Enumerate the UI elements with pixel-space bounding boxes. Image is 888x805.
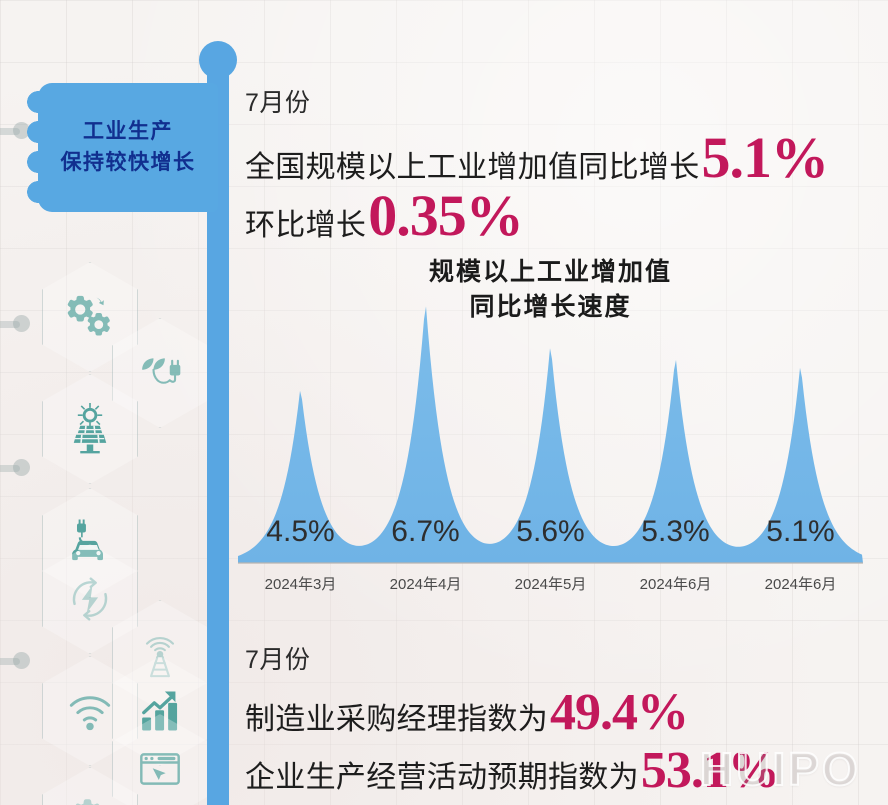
chart-spike-series [238,306,863,564]
top-stat-2-text: 环比增长 [245,209,367,242]
timeline-vertical-bar [207,62,229,805]
bottom-stat-line-1: 制造业采购经理指数为 49.4% [245,684,689,741]
top-stat-1-text: 全国规模以上工业增加值同比增长 [245,151,700,184]
bottom-stat-1-value: 49.4% [550,684,689,741]
ev-charging-icon [72,519,103,561]
banner-line-1: 工业生产 [83,120,173,144]
spike-area [238,306,863,563]
section-banner: 工业生产 保持较快增长 [27,83,218,212]
chart-value-label: 5.3% [641,515,710,548]
wifi-icon [69,696,111,731]
pin-tail [0,128,20,135]
hex-cell-leaf-plug [112,318,208,428]
chart-value-label: 6.7% [391,515,460,548]
hex-cell-gear-small [42,767,138,805]
pin-tail [0,658,20,665]
banner-line-2: 保持较快增长 [60,150,196,174]
hex-cell-gears [42,262,138,372]
chart-title: 规模以上工业增加值 同比增长速度 [238,255,863,324]
chart-value-label: 5.1% [766,515,835,548]
timeline-pin-marker [0,652,30,669]
hex-cell-energy-recycle [42,544,138,654]
top-stat-line-2: 环比增长 0.35% [245,183,524,248]
pin-tail [0,465,20,472]
top-stat-1-value: 5.1% [701,125,829,190]
hex-cell-growth-chart [112,656,208,766]
pin-tail [0,321,20,328]
hex-cell-browser-window [112,714,208,805]
timeline-pin-marker [0,315,30,332]
hex-cell-solar-panel [42,374,138,484]
bottom-stat-2-text: 企业生产经营活动预期指数为 [245,761,639,794]
pin-dot [13,652,30,669]
gear-small-icon [73,799,102,805]
chart-x-axis-label: 2024年6月 [639,576,712,593]
bottom-stat-line-2: 企业生产经营活动预期指数为 53.1% [245,742,780,799]
leaf-plug-icon [142,358,181,384]
pin-dot [13,315,30,332]
pin-dot [13,459,30,476]
hexagon-icon-field [22,262,212,805]
antenna-tower-icon [145,637,175,678]
energy-recycle-icon [72,577,108,621]
chart-x-axis-label: 2024年4月 [389,576,462,593]
top-stat-line-1: 全国规模以上工业增加值同比增长 5.1% [245,125,829,190]
bottom-stat-1-text: 制造业采购经理指数为 [245,703,548,736]
chart-x-axis-label: 2024年5月 [514,576,587,593]
top-kicker: 7月份 [245,89,311,117]
chart-x-axis-label: 2024年3月 [264,576,337,593]
chart-plot-area [238,255,863,573]
timeline-pin-marker [0,122,30,139]
hex-cell-ev-charging [42,488,138,598]
timeline-pin-marker [0,459,30,476]
chart-value-label: 4.5% [266,515,335,548]
growth-bar-chart-icon [142,691,178,731]
top-stat-2-value: 0.35% [368,183,523,248]
solar-panel-icon [73,403,107,454]
browser-window-icon [140,753,180,785]
hex-cell-wifi [42,656,138,766]
industrial-growth-chart: 规模以上工业增加值 同比增长速度 4.5% 6.7% 5.6% 5.3% 5.1% 20… [238,255,863,610]
hex-cell-antenna-tower [112,600,208,710]
chart-title-line-2: 同比增长速度 [469,292,632,321]
chart-value-label: 5.6% [516,515,585,548]
chart-title-line-1: 规模以上工业增加值 [428,258,672,286]
timeline-top-cap [199,41,237,79]
chart-x-axis-label: 2024年6月 [764,576,837,593]
bottom-kicker: 7月份 [245,646,311,674]
gears-icon [67,295,110,336]
bottom-stat-2-value: 53.1% [640,742,780,799]
